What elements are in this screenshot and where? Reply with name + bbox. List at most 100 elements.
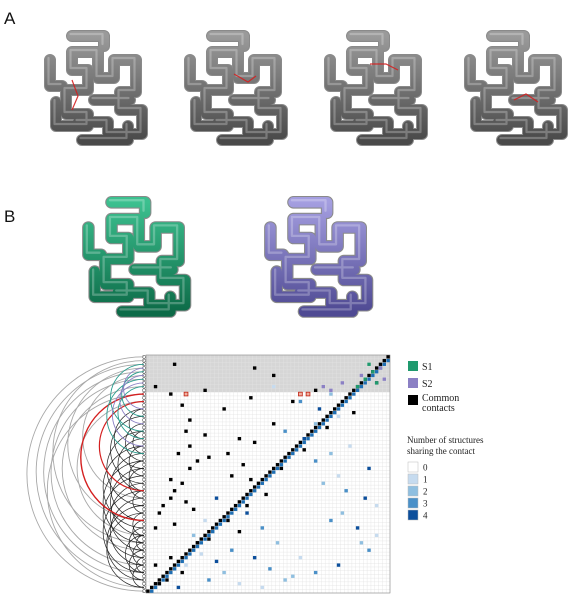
common-contact-cell	[184, 500, 188, 504]
common-contact-cell	[191, 507, 196, 511]
arc-node	[142, 544, 146, 549]
contact-arc	[128, 468, 145, 499]
arc-node	[142, 522, 146, 527]
common-contact-cell	[302, 448, 306, 452]
diagonal-cell	[302, 440, 306, 445]
count-legend-label-2: 2	[423, 487, 428, 497]
contact-arc	[110, 363, 145, 432]
arc-node	[142, 477, 146, 482]
common-contact-cell	[184, 429, 188, 433]
shared-contact-cell	[329, 392, 333, 396]
s2-contact-cell	[329, 388, 333, 392]
contact-arc	[128, 460, 145, 492]
contact-arc	[132, 542, 145, 566]
diagonal-cell	[325, 418, 329, 422]
arc-node	[142, 455, 146, 460]
diagonal-cell	[161, 574, 165, 578]
shared-contact-cell	[336, 474, 341, 478]
common-contact-cell	[203, 388, 207, 392]
shared-contact-cell	[348, 444, 352, 448]
diagonal-cell	[165, 570, 169, 575]
s2-contact-cell	[321, 384, 325, 389]
diagonal-cell	[207, 529, 211, 534]
diagonal-cell	[382, 362, 386, 366]
diagonal-cell	[195, 544, 200, 549]
diagonal-cell	[382, 358, 386, 363]
diagonal-cell	[260, 477, 264, 482]
contact-arc	[110, 482, 145, 551]
count-legend-swatch-4	[407, 509, 419, 521]
legend-swatch-common	[408, 395, 418, 405]
diagonal-cell	[291, 448, 295, 452]
diagonal-cell	[374, 366, 379, 370]
diagonal-cell	[344, 396, 348, 400]
diagonal-cell	[371, 373, 375, 378]
shared-contact-cell	[313, 570, 318, 575]
diagonal-cell	[386, 358, 390, 363]
common-contact-cell	[169, 477, 173, 482]
diagonal-cell	[252, 489, 257, 493]
diagonal-cell	[367, 377, 371, 381]
shared-contact-cell	[260, 585, 264, 590]
shared-contact-cell	[245, 511, 249, 515]
diagonal-cell	[191, 548, 196, 552]
shared-contact-cell	[237, 582, 242, 586]
contact-arc	[121, 371, 145, 417]
contact-arc	[102, 460, 145, 544]
diagonal-cell	[378, 362, 383, 366]
legend-swatch-s1	[408, 361, 418, 371]
count-legend: Number of structures sharing the contact…	[407, 435, 484, 521]
diagonal-cell	[367, 373, 371, 378]
diagonal-cell	[188, 552, 192, 556]
diagonal-cell	[256, 481, 261, 485]
common-contact-cell	[180, 570, 184, 575]
diagonal-cell	[348, 396, 352, 400]
common-contact-cell	[249, 477, 253, 482]
common-contact-cell	[165, 578, 169, 582]
diagonal-cell	[352, 392, 356, 396]
contact-arc	[119, 375, 145, 425]
diagonal-cell	[161, 578, 165, 582]
diagonal-cell	[214, 526, 219, 530]
diagonal-cell	[336, 403, 341, 407]
shared-contact-cell	[359, 541, 364, 545]
common-contact-cell	[249, 396, 253, 400]
gray-structure-4	[464, 30, 568, 146]
contact-arc	[106, 512, 145, 588]
contact-arc	[128, 549, 145, 581]
common-contact-cell	[230, 474, 234, 478]
contact-arc	[106, 505, 145, 581]
diagonal-cell	[188, 548, 192, 552]
contact-arc	[136, 557, 145, 573]
diagonal-cell	[283, 459, 287, 463]
common-contact-cell	[237, 437, 242, 441]
diagonal-cell	[333, 410, 337, 415]
contact-arc	[67, 367, 145, 521]
s2-contact-cell	[340, 381, 345, 385]
shared-contact-cell	[302, 437, 306, 441]
count-legend-title-line1: Number of structures	[407, 435, 484, 445]
diagonal-cell	[306, 433, 310, 437]
diagonal-cell	[176, 563, 181, 567]
common-contact-cell	[188, 418, 192, 422]
arc-node	[142, 403, 146, 408]
contact-arc	[117, 386, 145, 440]
contact-map	[145, 354, 391, 594]
arc-node	[142, 447, 146, 452]
contact-arc	[26, 356, 145, 592]
diagonal-cell	[348, 392, 352, 396]
diagonal-cell	[340, 403, 345, 407]
diagonal-cell	[191, 544, 196, 549]
arc-node	[142, 433, 146, 437]
contact-arc	[128, 445, 145, 477]
common-contact-cell	[264, 492, 268, 497]
arc-node	[142, 537, 146, 541]
diagonal-cell	[275, 463, 280, 467]
diagonal-cell	[313, 425, 318, 430]
shared-contact-cell	[313, 459, 318, 463]
count-legend-swatch-2	[407, 485, 419, 497]
shared-contact-cell	[374, 533, 379, 538]
diagonal-cell	[279, 459, 284, 463]
diagonal-cell	[268, 470, 272, 474]
s2-contact-cell	[359, 373, 364, 378]
